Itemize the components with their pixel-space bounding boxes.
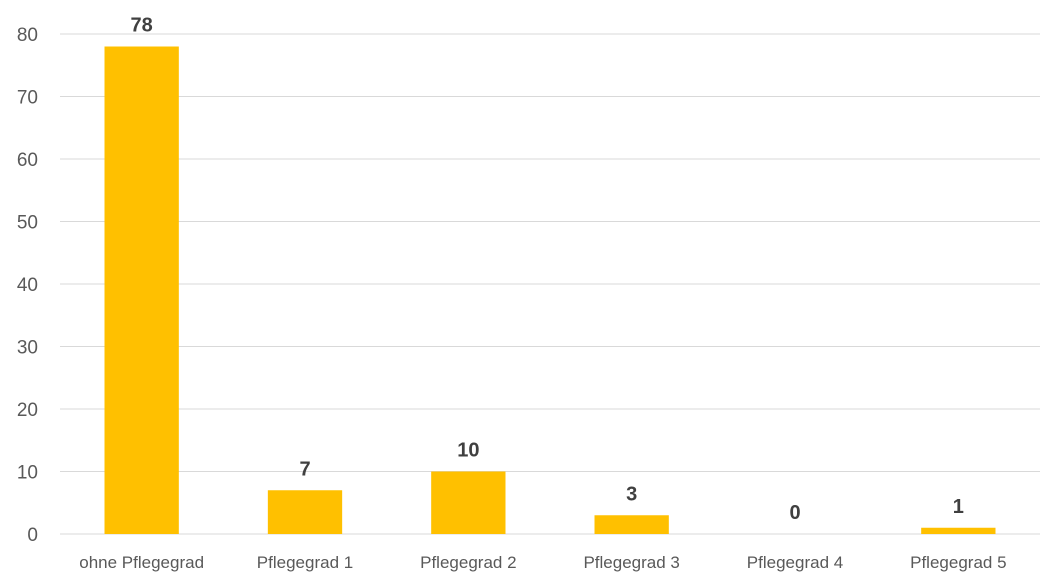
y-tick-label: 80 — [17, 25, 38, 46]
y-axis-tick-labels: 0 10 20 30 40 50 60 70 80 — [17, 25, 38, 546]
y-tick-label: 70 — [17, 88, 38, 109]
bar — [594, 515, 669, 534]
bar — [267, 490, 343, 534]
data-labels: 78 7 10 3 0 1 — [131, 15, 964, 525]
y-tick-label: 60 — [17, 150, 38, 171]
y-tick-label: 10 — [17, 463, 38, 484]
y-tick-label: 30 — [17, 338, 38, 359]
y-tick-label: 40 — [17, 275, 38, 296]
data-label: 7 — [299, 458, 310, 480]
data-label: 0 — [789, 502, 800, 524]
data-label: 78 — [131, 15, 153, 37]
x-axis-category-labels: ohne Pflegegrad Pflegegrad 1 Pflegegrad 2 P… — [79, 553, 1006, 572]
data-label: 1 — [953, 496, 964, 518]
gridlines — [60, 33, 1040, 535]
y-tick-label: 50 — [17, 213, 38, 234]
bar — [921, 527, 996, 534]
data-label: 3 — [626, 483, 637, 505]
category-label: Pflegegrad 3 — [583, 553, 679, 572]
y-tick-label: 0 — [27, 525, 38, 546]
category-label: Pflegegrad 5 — [910, 553, 1006, 572]
bars — [104, 46, 996, 534]
bar — [431, 471, 506, 534]
category-label: Pflegegrad 4 — [747, 553, 843, 572]
category-label: Pflegegrad 1 — [257, 553, 353, 572]
category-label: Pflegegrad 2 — [420, 553, 516, 572]
bar — [104, 46, 179, 534]
data-label: 10 — [457, 440, 479, 462]
y-tick-label: 20 — [17, 400, 38, 421]
category-label: ohne Pflegegrad — [79, 553, 204, 572]
